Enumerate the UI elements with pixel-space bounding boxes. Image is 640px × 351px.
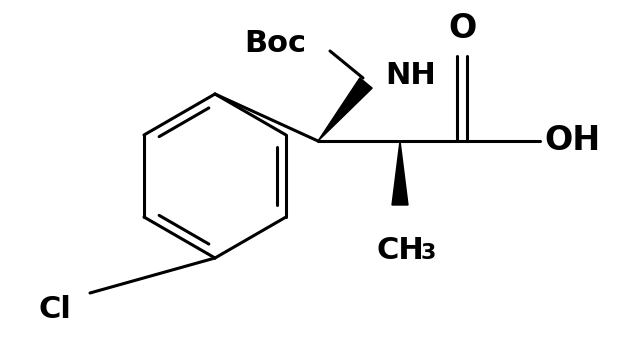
Polygon shape — [392, 141, 408, 205]
Text: OH: OH — [544, 125, 600, 158]
Text: Cl: Cl — [38, 294, 72, 324]
Text: CH: CH — [376, 236, 424, 265]
Text: NH: NH — [385, 61, 436, 91]
Text: 3: 3 — [421, 243, 436, 263]
Text: Boc: Boc — [244, 28, 306, 58]
Text: O: O — [448, 12, 476, 45]
Polygon shape — [318, 78, 372, 141]
